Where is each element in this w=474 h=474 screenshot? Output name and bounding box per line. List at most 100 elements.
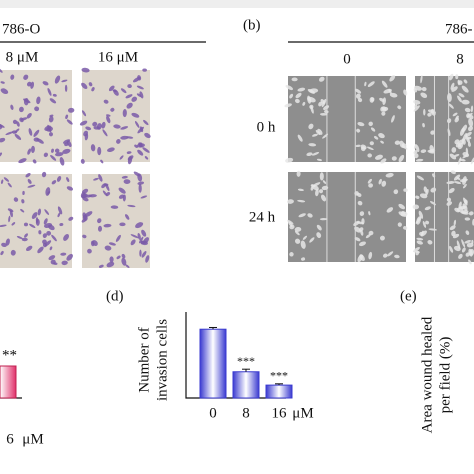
cell (136, 85, 144, 90)
cell (126, 151, 132, 154)
cell (133, 171, 141, 177)
cell (358, 241, 366, 247)
cell (127, 204, 136, 208)
micrograph (0, 171, 74, 268)
cell (144, 132, 151, 139)
cell (79, 120, 88, 126)
cell (318, 189, 324, 194)
cell (370, 127, 376, 132)
cell (300, 257, 306, 261)
cell (298, 213, 306, 218)
cell (464, 217, 471, 221)
cell (104, 245, 112, 251)
cell (464, 107, 471, 113)
cell (134, 121, 140, 128)
cell (0, 123, 5, 128)
cell (113, 124, 121, 129)
cell (123, 179, 131, 184)
cell (297, 199, 306, 203)
cell-line: 786- (445, 21, 473, 37)
cell (285, 157, 294, 163)
cell (359, 211, 365, 216)
cell (359, 254, 365, 261)
cell (92, 121, 98, 127)
cell (109, 256, 114, 263)
cell (302, 235, 308, 240)
cell (468, 125, 473, 132)
cell (25, 172, 31, 178)
cell (307, 213, 313, 218)
cell (354, 88, 362, 94)
cell (311, 184, 319, 191)
cell (66, 253, 73, 261)
cell (107, 147, 115, 153)
cell (31, 145, 35, 153)
cell (449, 153, 457, 160)
cell (311, 151, 320, 156)
cell (136, 93, 142, 98)
panel-label: (e) (400, 288, 417, 304)
cell (468, 248, 473, 257)
cell (456, 176, 461, 181)
cell (416, 175, 425, 181)
cell (20, 208, 25, 213)
cell (461, 99, 470, 105)
cell (82, 197, 89, 202)
cell (105, 183, 110, 192)
cell (23, 98, 29, 106)
cell (383, 88, 392, 94)
image-bg (288, 76, 406, 162)
cell (27, 184, 36, 188)
cell (422, 221, 427, 228)
micrograph (0, 68, 75, 166)
cell (81, 193, 88, 199)
cell (380, 158, 387, 164)
cell (287, 219, 294, 225)
cell (120, 126, 129, 130)
cell (308, 123, 314, 130)
cell (300, 240, 306, 249)
cell (421, 86, 427, 92)
cell (0, 250, 4, 256)
cell (470, 105, 474, 113)
cell (66, 186, 74, 191)
cell (289, 93, 294, 99)
cell (138, 142, 143, 148)
cell (322, 180, 327, 184)
cell (461, 239, 466, 248)
cell (381, 180, 387, 187)
cell (461, 85, 469, 93)
cell (368, 121, 373, 127)
significance: *** (237, 354, 255, 368)
cell (356, 128, 361, 133)
cell (401, 144, 408, 150)
cell (59, 157, 65, 166)
bar (232, 371, 260, 399)
cell (11, 130, 18, 134)
cell (367, 178, 373, 184)
cell (425, 220, 430, 225)
cell (81, 110, 87, 117)
panel-label: (b) (243, 17, 261, 33)
cell (319, 218, 328, 221)
cell (385, 172, 394, 178)
cell (120, 88, 127, 94)
cell (19, 106, 24, 113)
cell (364, 81, 367, 87)
cell (448, 103, 454, 109)
cell (118, 187, 126, 194)
cell (416, 240, 423, 245)
cell (291, 77, 298, 82)
cell (413, 99, 421, 105)
cell (289, 224, 295, 230)
cell (81, 67, 90, 73)
cell (0, 88, 9, 95)
cell (57, 206, 63, 215)
cell (422, 123, 425, 128)
cell (137, 232, 141, 240)
cell (403, 226, 408, 230)
cell (140, 195, 148, 199)
cell (19, 117, 24, 123)
cell (471, 239, 474, 245)
cell (139, 236, 144, 244)
